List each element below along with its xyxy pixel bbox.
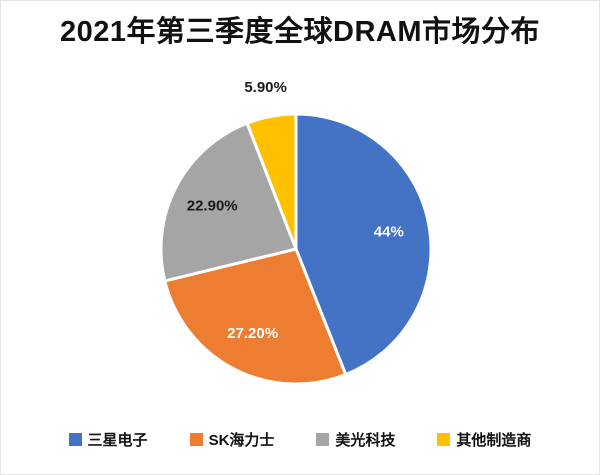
- pie-chart: 44% 27.20% 22.90% 5.90%: [159, 79, 433, 386]
- legend-swatch-2: [316, 433, 330, 446]
- legend-item-0: 三星电子: [68, 429, 148, 450]
- pie-slice-1: [163, 247, 348, 386]
- pie-slice-3: [245, 112, 298, 250]
- legend-swatch-0: [68, 433, 82, 446]
- slice-label-2: 22.90%: [187, 197, 238, 214]
- legend-swatch-1: [189, 433, 203, 446]
- pie-slice-0: [294, 112, 433, 377]
- legend: 三星电子 SK海力士 美光科技 其他制造商: [1, 429, 599, 450]
- chart-title: 2021年第三季度全球DRAM市场分布: [60, 16, 540, 48]
- legend-label-1: SK海力士: [208, 432, 275, 449]
- slice-label-0: 44%: [374, 223, 404, 240]
- legend-label-3: 其他制造商: [456, 432, 532, 449]
- legend-label-2: 美光科技: [335, 432, 396, 449]
- legend-item-2: 美光科技: [316, 429, 395, 450]
- legend-swatch-3: [437, 433, 451, 446]
- slice-label-3: 5.90%: [244, 79, 287, 96]
- slice-label-1: 27.20%: [227, 325, 278, 342]
- legend-item-3: 其他制造商: [437, 429, 531, 450]
- legend-item-1: SK海力士: [189, 429, 275, 450]
- legend-label-0: 三星电子: [87, 432, 148, 449]
